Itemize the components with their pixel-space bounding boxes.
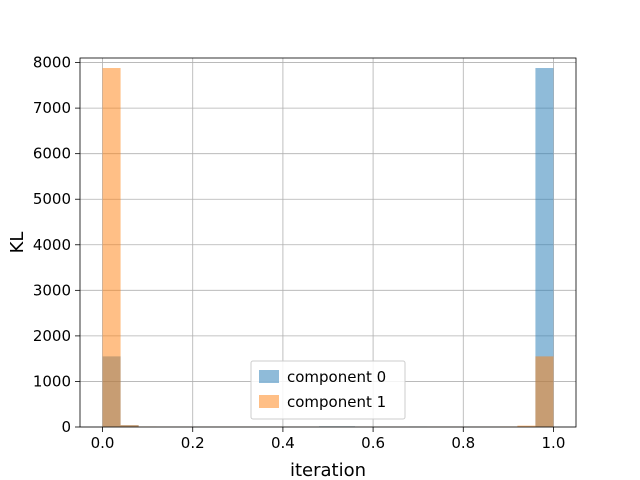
y-axis-label: KL (7, 232, 28, 254)
legend: component 0 component 1 (250, 360, 406, 420)
bar-component-0-bin-24 (535, 68, 554, 428)
y-tick-label: 0 (61, 418, 71, 436)
x-tick-label: 0.2 (181, 434, 205, 452)
x-tick-label: 0.0 (91, 434, 115, 452)
histogram-bars (102, 68, 554, 428)
x-tick-label: 0.6 (361, 434, 385, 452)
x-tick-label: 0.8 (451, 434, 475, 452)
bar-component-1-bin-1 (120, 425, 139, 427)
bar-component-1-bin-23 (517, 425, 536, 427)
x-axis-label: iteration (290, 460, 366, 480)
y-tick-label: 7000 (33, 99, 71, 117)
y-axis-ticks: 0 1000 2000 3000 4000 5000 6000 7000 8000 (33, 54, 80, 436)
plot-area-frame (79, 57, 577, 428)
x-axis-ticks: 0.0 0.2 0.4 0.6 0.8 1.0 (91, 427, 566, 452)
x-tick-label: 1.0 (542, 434, 566, 452)
y-tick-label: 5000 (33, 190, 71, 208)
x-tick-label: 0.4 (271, 434, 295, 452)
y-tick-label: 2000 (33, 327, 71, 345)
bar-component-1-bin-24 (535, 356, 554, 427)
y-tick-label: 4000 (33, 236, 71, 254)
legend-swatch (259, 395, 279, 408)
legend-label: component 0 (287, 368, 386, 386)
legend-swatch (259, 370, 279, 383)
y-tick-label: 1000 (33, 372, 71, 390)
y-tick-label: 8000 (33, 54, 71, 72)
legend-label: component 1 (287, 393, 386, 411)
y-tick-label: 3000 (33, 281, 71, 299)
y-tick-label: 6000 (33, 145, 71, 163)
legend-box (250, 360, 406, 420)
bar-component-1-bin-0 (102, 68, 121, 428)
